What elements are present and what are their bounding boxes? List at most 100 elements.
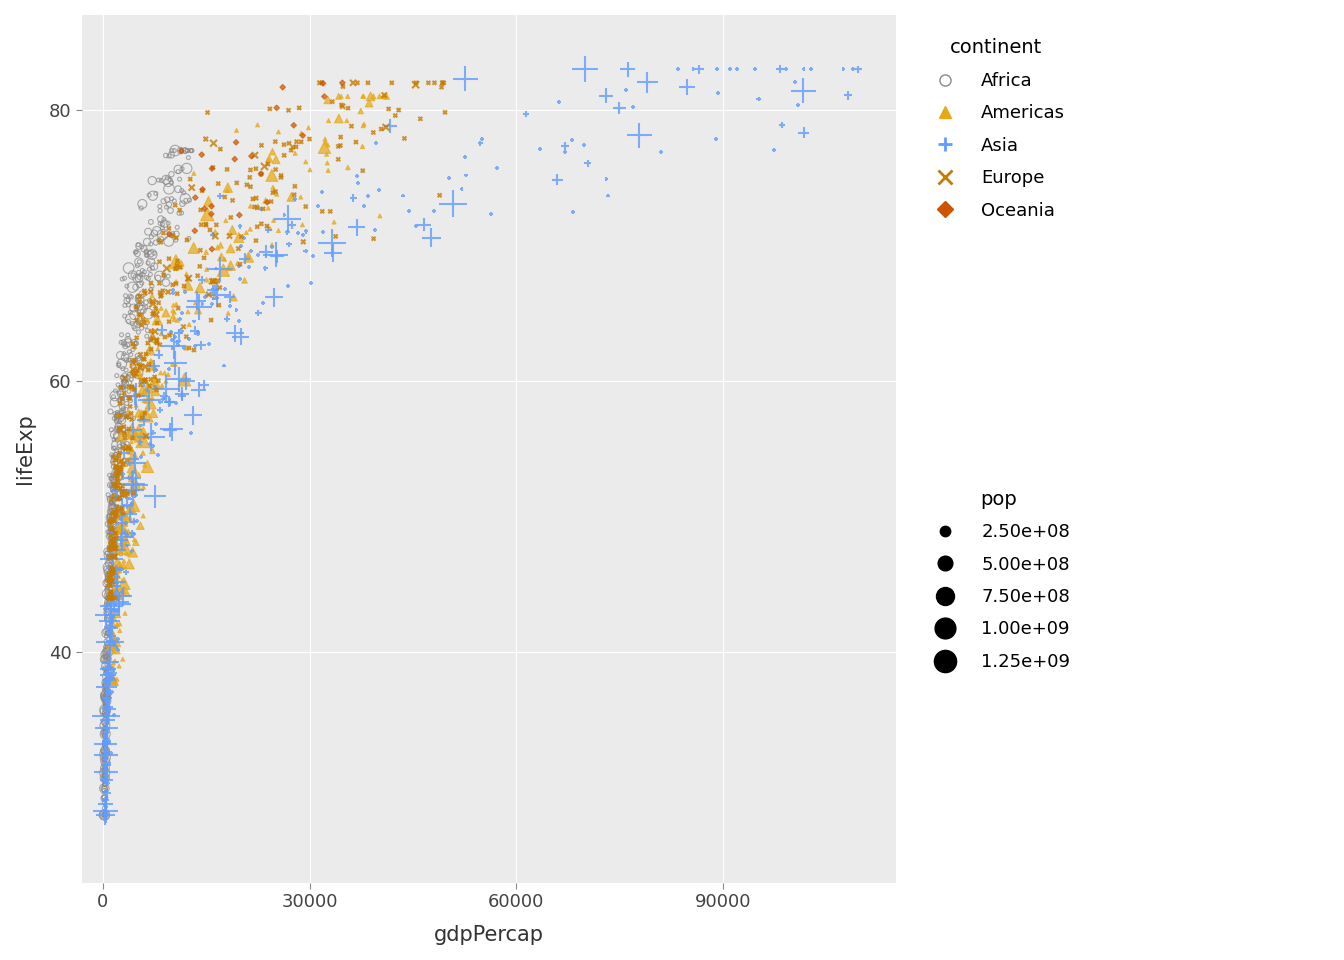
Point xyxy=(144,370,165,385)
Point xyxy=(97,624,118,639)
Point xyxy=(159,233,180,249)
Point xyxy=(108,492,129,507)
Point xyxy=(152,227,173,242)
Point xyxy=(103,489,125,504)
Point xyxy=(95,720,117,735)
Point xyxy=(153,365,175,380)
Point xyxy=(94,702,116,717)
Point xyxy=(99,686,121,702)
Point xyxy=(94,708,116,723)
Point xyxy=(95,690,117,706)
Point xyxy=(117,440,138,455)
Point xyxy=(94,780,116,796)
Point xyxy=(108,642,129,658)
Point xyxy=(98,549,120,564)
Point xyxy=(113,584,134,599)
Point xyxy=(130,296,152,311)
Point xyxy=(129,289,151,304)
Point xyxy=(97,699,118,714)
Point xyxy=(137,323,159,338)
Point xyxy=(138,344,160,359)
Point xyxy=(94,807,116,823)
Point xyxy=(116,293,137,308)
Point xyxy=(177,230,199,246)
Point xyxy=(128,289,149,304)
Point xyxy=(129,358,151,373)
Point xyxy=(112,394,133,409)
Point xyxy=(230,228,251,244)
Point xyxy=(105,532,126,547)
Point xyxy=(176,160,198,176)
Point xyxy=(94,751,116,766)
Point xyxy=(103,643,125,659)
Point xyxy=(112,436,133,451)
Point xyxy=(192,297,214,312)
Point xyxy=(98,550,120,565)
Point xyxy=(99,590,121,606)
Point xyxy=(98,676,120,691)
Point xyxy=(102,564,124,580)
Point xyxy=(101,494,122,510)
Point xyxy=(548,94,570,109)
Point xyxy=(101,478,122,493)
Point xyxy=(106,480,128,495)
Point xyxy=(114,367,136,382)
Point xyxy=(114,488,136,503)
Point xyxy=(112,588,133,604)
Point xyxy=(108,541,129,557)
Point xyxy=(102,535,124,550)
Point xyxy=(159,227,180,242)
Point xyxy=(101,422,122,438)
Point xyxy=(230,329,251,345)
Point xyxy=(95,803,117,818)
Point xyxy=(146,334,168,349)
Point xyxy=(118,484,140,499)
Point xyxy=(108,408,129,423)
Point xyxy=(216,182,238,198)
Point xyxy=(200,275,222,290)
Point xyxy=(121,421,142,437)
Point xyxy=(848,61,870,77)
Point xyxy=(141,247,163,262)
Point xyxy=(101,575,122,590)
Point xyxy=(175,193,196,208)
Point xyxy=(99,569,121,585)
Point xyxy=(94,647,116,662)
Point xyxy=(183,240,204,255)
Point xyxy=(122,336,144,351)
Point xyxy=(110,590,132,606)
Point xyxy=(94,753,116,768)
Point xyxy=(95,681,117,696)
Point xyxy=(95,649,117,664)
Point xyxy=(101,566,122,582)
Point xyxy=(202,160,223,176)
Point xyxy=(109,596,130,612)
Point xyxy=(747,91,769,107)
Point xyxy=(95,725,117,740)
Point xyxy=(112,483,133,498)
Point xyxy=(152,391,173,406)
Point xyxy=(163,339,184,354)
Point xyxy=(124,451,145,467)
Point xyxy=(95,692,117,708)
Point xyxy=(140,284,161,300)
Point xyxy=(94,789,116,804)
Point xyxy=(214,281,235,297)
Point xyxy=(138,356,160,372)
Point xyxy=(106,566,128,582)
Point xyxy=(116,352,137,368)
Point xyxy=(94,807,116,823)
Point xyxy=(120,472,141,488)
Point xyxy=(118,410,140,425)
Point xyxy=(129,365,151,380)
Point xyxy=(101,618,122,634)
Point xyxy=(210,188,231,204)
Point xyxy=(177,150,199,165)
Point xyxy=(159,327,180,343)
Point xyxy=(124,455,145,470)
Point xyxy=(138,293,160,308)
Point xyxy=(106,405,128,420)
Point xyxy=(173,284,195,300)
Point xyxy=(187,326,208,342)
Point xyxy=(98,571,120,587)
